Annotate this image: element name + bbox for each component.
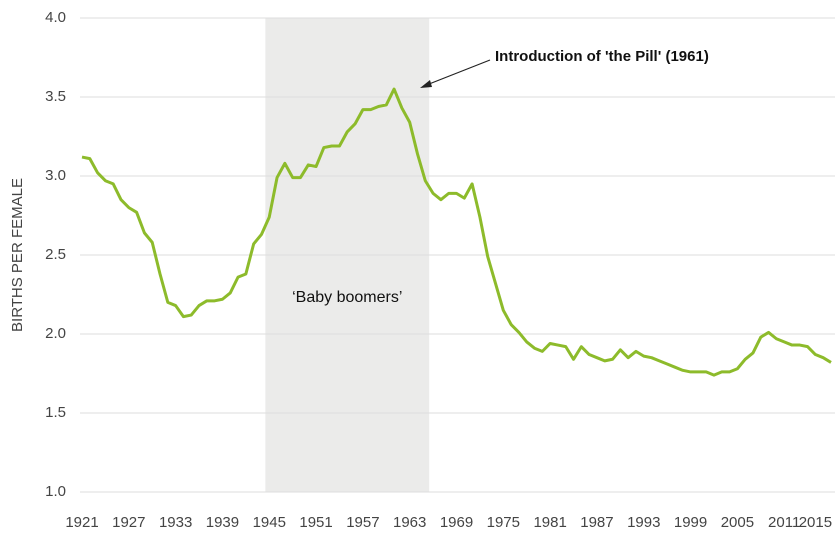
y-tick-label: 3.5 bbox=[45, 88, 66, 105]
y-tick-label: 1.0 bbox=[45, 483, 66, 500]
y-tick-label: 2.5 bbox=[45, 246, 66, 263]
y-tick-label: 1.5 bbox=[45, 404, 66, 421]
annotation: Introduction of 'the Pill' (1961) bbox=[495, 48, 709, 65]
x-tick-label: 1939 bbox=[206, 514, 239, 531]
y-tick-label: 3.0 bbox=[45, 167, 66, 184]
annotation: ‘Baby boomers’ bbox=[292, 289, 402, 306]
x-tick-label: 1921 bbox=[65, 514, 98, 531]
x-tick-label: 1981 bbox=[533, 514, 566, 531]
arrow-head bbox=[420, 80, 432, 88]
y-tick-label: 2.0 bbox=[45, 325, 66, 342]
y-tick-label: 4.0 bbox=[45, 9, 66, 26]
x-tick-label: 1951 bbox=[299, 514, 332, 531]
x-tick-label: 1945 bbox=[253, 514, 286, 531]
x-tick-label: 1963 bbox=[393, 514, 426, 531]
x-tick-label: 1927 bbox=[112, 514, 145, 531]
annotation-arrow bbox=[423, 59, 491, 87]
x-tick-label: 2011 bbox=[768, 514, 800, 531]
x-tick-label: 1975 bbox=[487, 514, 520, 531]
x-tick-label: 1993 bbox=[627, 514, 660, 531]
data-line bbox=[81, 87, 832, 377]
x-tick-label: 1957 bbox=[346, 514, 379, 531]
x-tick-label: 1999 bbox=[674, 514, 707, 531]
x-tick-label: 1933 bbox=[159, 514, 192, 531]
x-tick-label: 1969 bbox=[440, 514, 473, 531]
x-tick-label: 2015 bbox=[799, 514, 832, 531]
y-axis-label: BIRTHS PER FEMALE bbox=[9, 178, 26, 332]
x-tick-label: 2005 bbox=[721, 514, 754, 531]
x-tick-label: 1987 bbox=[580, 514, 613, 531]
